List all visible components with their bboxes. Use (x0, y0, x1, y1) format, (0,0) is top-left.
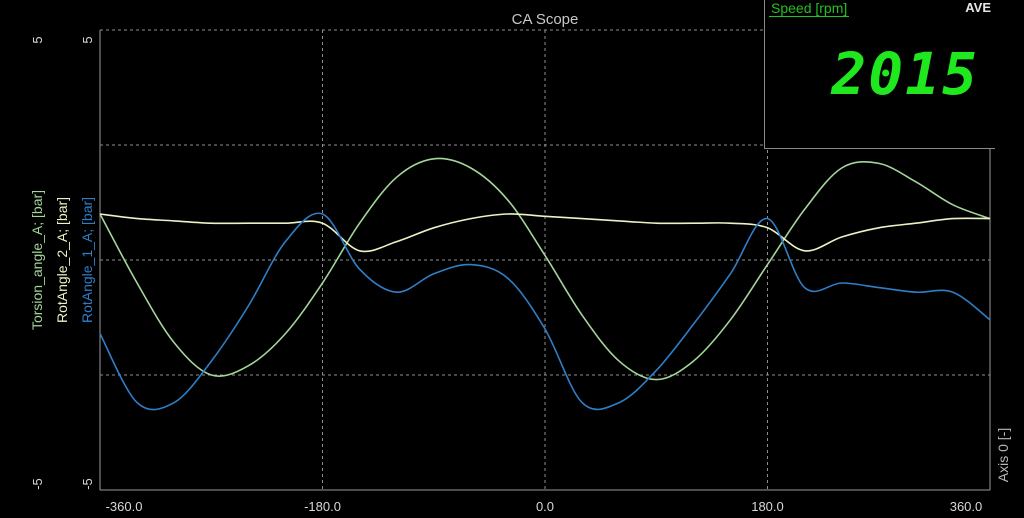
y-axis-label-rotangle1: RotAngle_1_A; [bar] (79, 197, 95, 323)
series-line-rotangle-2 (99, 213, 991, 253)
series-layer (99, 157, 991, 411)
y-left-bottom-tick-1: -5 (30, 478, 45, 490)
x-tick-label: -180.0 (304, 499, 341, 514)
series-line-torsion-angle (99, 157, 991, 381)
x-tick-label: 360.0 (950, 499, 983, 514)
y-left-top-tick-1: 5 (30, 36, 45, 43)
x-tick-labels: -360.0 -180.0 0.0 180.0 360.0 (106, 499, 983, 514)
x-tick-label: 180.0 (751, 499, 784, 514)
right-axis-label: Axis 0 [-] (995, 428, 1011, 482)
speed-value: 2015 (831, 40, 979, 108)
series-line-rotangle-1 (99, 212, 991, 411)
y-axis-label-rotangle2: RotAngle_2_A; [bar] (54, 197, 70, 323)
chart-title: CA Scope (512, 11, 579, 28)
grid-lines (100, 29, 990, 490)
y-axis-label-torsion: Torsion_angle_A; [bar] (29, 190, 45, 330)
y-left-bottom-tick-3: -5 (80, 478, 95, 490)
speed-display-panel[interactable]: Speed [rpm] AVE 2015 (764, 0, 995, 149)
speed-mode-badge: AVE (965, 0, 991, 15)
speed-label: Speed [rpm] (769, 0, 850, 17)
x-tick-label: -360.0 (106, 499, 143, 514)
x-tick-label: 0.0 (536, 499, 554, 514)
y-left-top-tick-3: 5 (80, 36, 95, 43)
